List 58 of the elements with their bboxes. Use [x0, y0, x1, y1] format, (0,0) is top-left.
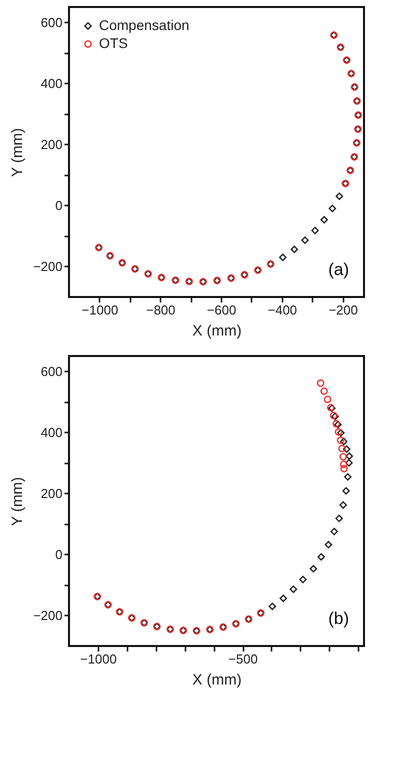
y-tick-label: 200: [40, 136, 62, 152]
x-tick-label: −500: [228, 652, 258, 666]
y-tick-label: 600: [40, 364, 62, 379]
point: [317, 553, 325, 561]
point: [334, 428, 342, 436]
y-tick-label: 200: [40, 486, 62, 501]
point: [344, 473, 352, 481]
y-tick-label: 400: [40, 424, 62, 440]
y-tick-label: −200: [33, 258, 62, 274]
x-tick-label: −600: [206, 302, 236, 318]
y-tick-label: 0: [55, 198, 62, 213]
point: [290, 585, 298, 593]
legend-label: Compensation: [99, 17, 190, 33]
y-axis-title: Y (mm): [9, 477, 26, 526]
x-tick-label: −1000: [80, 652, 117, 666]
legend-label: OTS: [99, 35, 128, 51]
point: [342, 487, 350, 495]
point: [340, 464, 348, 472]
y-tick-label: 400: [40, 76, 62, 91]
point: [337, 429, 345, 437]
point: [339, 501, 347, 509]
x-axis-title: X (mm): [192, 322, 242, 340]
point: [335, 514, 343, 522]
x-tick-label: −1000: [82, 302, 118, 318]
point: [324, 396, 332, 404]
point: [328, 204, 336, 212]
point: [346, 452, 353, 460]
y-axis-title: Y (mm): [9, 128, 26, 177]
y-tick-label: −200: [33, 608, 62, 623]
point: [268, 602, 276, 610]
x-tick-label: −200: [328, 302, 358, 318]
point: [310, 565, 318, 572]
annotation: (b): [328, 609, 349, 628]
point: [340, 460, 348, 468]
point: [299, 576, 307, 584]
point: [320, 387, 328, 395]
annotation: (a): [328, 260, 349, 279]
point: [279, 254, 287, 262]
point: [290, 246, 298, 254]
point: [342, 445, 350, 453]
point: [340, 438, 348, 446]
point: [320, 216, 328, 224]
point: [330, 528, 338, 536]
point: [311, 226, 319, 234]
y-tick-label: 0: [55, 546, 62, 562]
point: [339, 453, 347, 460]
point: [280, 594, 288, 602]
point: [336, 436, 344, 444]
point: [338, 444, 346, 452]
point: [336, 192, 344, 200]
x-tick-label: −800: [146, 302, 176, 318]
point: [345, 459, 353, 467]
point: [301, 236, 309, 244]
point: [324, 540, 332, 548]
x-axis-title: X (mm): [192, 672, 242, 688]
y-tick-label: 600: [40, 14, 62, 30]
point: [316, 379, 324, 387]
x-tick-label: −400: [268, 302, 298, 318]
